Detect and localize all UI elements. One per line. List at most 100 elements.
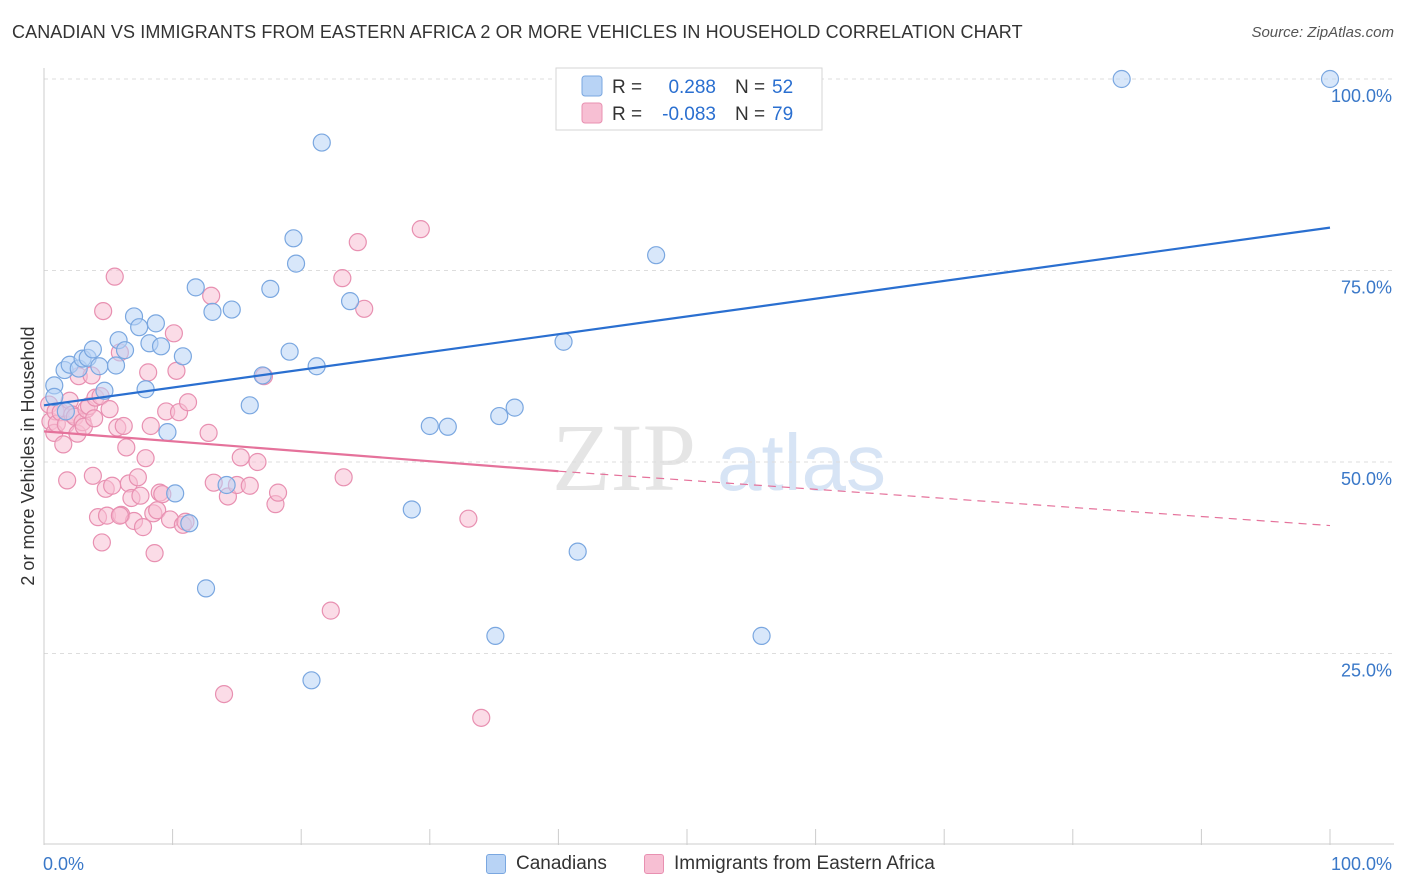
canadians-point [752,626,771,645]
canadians-point [568,542,587,561]
immigrants-trend-line [43,430,559,473]
legend-n-label-canadians: N = [735,77,765,98]
immigrants-point [248,452,267,472]
immigrants-point [117,438,136,457]
canadians-point [438,417,457,436]
canadians-points [45,69,1340,690]
legend-item-canadians: Canadians [486,851,607,877]
immigrants-point [131,486,150,505]
canadians-point [83,340,102,359]
canadians-trend-line [43,226,1331,407]
canadians-point [1112,69,1131,89]
canadians-point [180,514,199,533]
canadians-point [173,347,192,366]
legend-swatch [644,854,664,874]
y-tick-label: 50.0% [1341,469,1392,489]
immigrants-point [411,220,430,239]
y-axis-label: 2 or more Vehicles in Household [18,326,38,585]
immigrants-point [333,269,352,288]
y-tick-label: 75.0% [1341,278,1392,298]
y-tick-label: 25.0% [1341,661,1392,681]
immigrants-point [459,509,478,528]
immigrants-point [268,483,288,502]
legend-n-value-immigrants: 79 [772,104,793,125]
immigrants-point [114,416,133,436]
legend-r-value-immigrants: -0.083 [662,104,716,125]
immigrants-point [83,466,102,485]
canadians-point [166,484,185,503]
immigrants-point [139,363,158,382]
canadians-point [284,229,303,248]
immigrants-point [148,501,167,520]
canadians-point [186,278,205,297]
chart-title: CANADIAN VS IMMIGRANTS FROM EASTERN AFRI… [12,22,1023,42]
legend-label-canadians: Canadians [516,853,607,874]
canadians-point [95,381,114,400]
immigrants-point [128,468,147,487]
canadians-point [115,341,135,360]
canadians-point [45,387,64,406]
canadians-point [130,318,149,337]
y-tick-label: 100.0% [1331,86,1392,106]
immigrants-point [136,449,155,468]
immigrants-point [231,448,250,467]
legend-swatch-immigrants [581,102,603,124]
immigrants-point [355,299,374,318]
immigrants-point [202,286,221,305]
immigrants-point [110,506,129,525]
immigrants-point [348,233,367,252]
canadians-point [136,380,155,399]
legend-swatch-canadians [581,75,603,97]
immigrants-point [164,324,183,343]
immigrants-point [472,708,491,727]
legend-r-value-canadians: 0.288 [668,77,716,98]
legend-n-label-immigrants: N = [735,104,765,125]
immigrants-point [92,533,111,552]
canadians-point [402,500,421,519]
legend-swatch [486,854,506,874]
canadians-point [302,671,321,690]
canadians-point [106,356,126,375]
immigrants-point [133,518,153,537]
canadians-point [1320,69,1340,89]
immigrants-points [40,220,491,727]
canadians-point [420,416,439,436]
grid [44,78,1394,654]
immigrants-point [178,393,198,412]
immigrants-point [141,416,160,436]
canadians-point [286,254,306,273]
canadians-point [280,342,299,361]
x-tick-label-max: 100.0% [1331,854,1392,874]
canadians-point [340,292,360,311]
immigrants-point [85,409,104,428]
immigrants-trend-line-extension [558,470,1331,527]
immigrants-point [334,468,353,487]
canadians-point [240,396,259,415]
immigrants-point [105,267,124,286]
canadians-point [217,475,236,495]
trend-lines [43,226,1331,527]
immigrants-point [58,471,77,490]
canadians-point [647,246,666,265]
canadians-point [90,357,109,376]
canadians-point [151,337,171,356]
legend-r-label-immigrants: R = [612,104,642,125]
x-tick-label-min: 0.0% [43,854,84,874]
legend-item-immigrants: Immigrants from Eastern Africa [644,851,935,877]
canadians-point [554,332,573,351]
canadians-point [203,302,222,321]
canadians-point [196,579,216,598]
immigrants-point [145,544,164,563]
legend-n-value-canadians: 52 [772,77,793,98]
immigrants-point [94,301,113,321]
immigrants-point [214,684,234,704]
immigrants-point [321,601,340,620]
immigrants-point [240,476,259,495]
immigrants-point [199,423,218,442]
immigrants-point [103,476,122,495]
immigrants-point [54,435,73,454]
watermark-zip: ZIP [552,404,696,511]
canadians-point [222,300,241,319]
canadians-point [158,423,177,442]
canadians-point [56,402,75,421]
